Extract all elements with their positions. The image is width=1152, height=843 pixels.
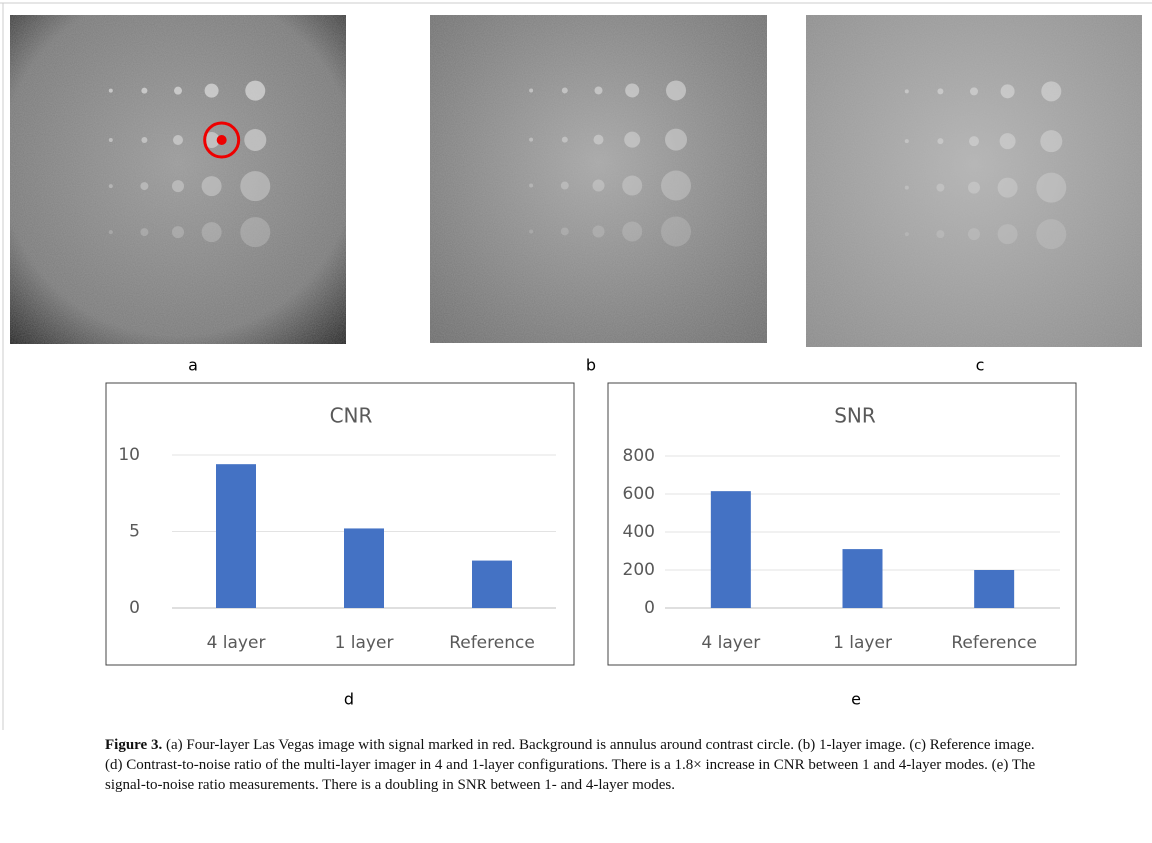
bar <box>216 464 256 608</box>
x-tick-label: 4 layer <box>701 633 760 653</box>
image-noise <box>806 15 1142 347</box>
y-tick-label: 800 <box>623 446 655 466</box>
bar <box>974 570 1014 608</box>
y-tick-label: 400 <box>623 522 655 542</box>
y-tick-label: 200 <box>623 560 655 580</box>
x-tick-label: 1 layer <box>833 633 892 653</box>
caption-label: Figure 3. <box>105 737 162 753</box>
chart-title: SNR <box>834 404 876 428</box>
bar <box>843 549 883 608</box>
bar <box>344 528 384 608</box>
panel-label: a <box>188 356 198 375</box>
image-noise <box>10 15 346 344</box>
image-noise <box>430 15 767 343</box>
y-tick-label: 0 <box>129 598 140 618</box>
y-tick-label: 5 <box>129 522 140 542</box>
page: a b c d e CNR 0 5 10 4 layer 1 layer Reference… <box>0 0 1152 843</box>
panel-label: b <box>586 356 596 375</box>
y-tick-label: 10 <box>118 445 140 465</box>
bar <box>711 491 751 608</box>
x-tick-label: Reference <box>449 633 535 653</box>
caption-text: (a) Four-layer Las Vegas image with sign… <box>105 737 1035 793</box>
x-tick-label: 4 layer <box>207 633 266 653</box>
signal-dot <box>217 135 227 145</box>
x-tick-label: 1 layer <box>335 633 394 653</box>
figure: a b c d e CNR 0 5 10 4 layer 1 layer Reference… <box>0 0 1152 730</box>
panel-label: c <box>976 356 985 375</box>
y-tick-label: 0 <box>644 598 655 618</box>
y-tick-label: 600 <box>623 484 655 504</box>
panel-label: e <box>851 690 861 709</box>
chart-title: CNR <box>330 404 373 428</box>
bar <box>472 561 512 608</box>
x-tick-label: Reference <box>951 633 1037 653</box>
panel-label: d <box>344 690 354 709</box>
caption: Figure 3. (a) Four-layer Las Vegas image… <box>105 735 1055 795</box>
